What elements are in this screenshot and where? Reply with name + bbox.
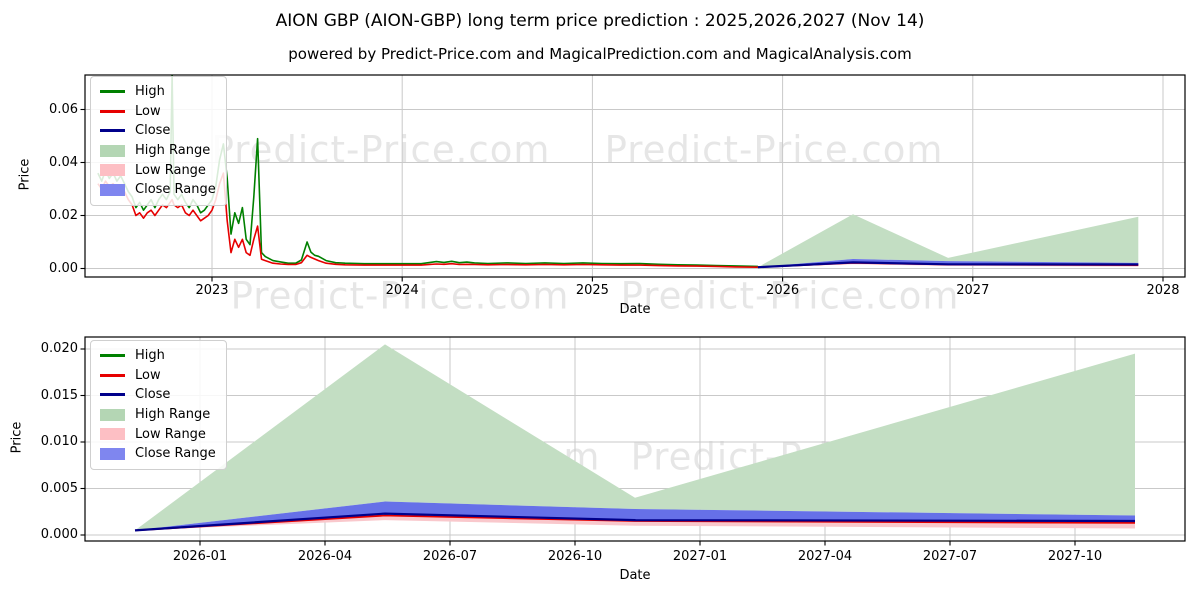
legend-label: High: [135, 348, 165, 364]
x-axis-label: Date: [619, 568, 651, 583]
legend-item-low-range: Low Range: [100, 160, 216, 180]
legend-label: Close Range: [135, 182, 216, 198]
legend-label: Low: [135, 103, 161, 119]
low-range-band: [135, 513, 1135, 531]
legend-label: High: [135, 84, 165, 100]
plot-border: [84, 336, 1186, 542]
y-tick-label: 0.020: [40, 341, 78, 356]
high-range-band: [757, 214, 1139, 268]
y-axis-label: Price: [9, 421, 25, 454]
plot-border: [84, 74, 1186, 278]
x-tick-label: 2027-04: [797, 549, 853, 564]
watermark-text: Predict-Price.com: [211, 128, 551, 172]
legend-item-high: High: [100, 346, 216, 366]
legend-label: Low Range: [135, 162, 206, 178]
y-tick-label: 0.015: [40, 387, 78, 403]
series-long-term-history-and-forecast: [97, 75, 1139, 269]
legend-item-high-range: High Range: [100, 405, 216, 425]
y-tick-label: 0.04: [49, 154, 78, 170]
x-tick-label: 2026: [766, 283, 800, 298]
legend-label: Close: [135, 123, 171, 139]
x-tick-label: 2023: [195, 283, 229, 298]
legend: High Low Close High Range Low Range Close Ran…: [90, 340, 227, 470]
x-tick-label: 2025: [575, 283, 609, 298]
legend-fill-swatch: [100, 408, 125, 421]
x-tick-label: 2026-04: [297, 549, 353, 564]
watermark-text: Predict-Price.com: [620, 274, 960, 318]
x-tick-label: 2028: [1146, 283, 1180, 298]
legend-item-low-range: Low Range: [100, 424, 216, 444]
legend-label: Low: [135, 367, 161, 383]
y-tick-label: 0.010: [40, 434, 78, 449]
watermark-text: Predict-Price.com: [604, 128, 944, 172]
legend-item-high-range: High Range: [100, 141, 216, 161]
close-range-band: [757, 259, 1139, 268]
x-tick-label: 2027-07: [922, 549, 978, 564]
legend-item-high: High: [100, 82, 216, 102]
legend-line-swatch: [100, 354, 125, 358]
legend-line-swatch: [100, 393, 125, 397]
x-tick-label: 2024: [385, 283, 419, 298]
series-forecast-detail: [134, 344, 1136, 532]
legend-fill-swatch: [100, 144, 125, 157]
x-tick-label: 2026-01: [172, 549, 228, 564]
x-tick-label: 2026-07: [422, 549, 478, 564]
legend-line-swatch: [100, 109, 125, 113]
close-line-forecast: [757, 261, 1139, 269]
legend-fill-swatch: [100, 183, 125, 196]
legend-item-close-range: Close Range: [100, 444, 216, 464]
legend-item-close: Close: [100, 121, 216, 141]
y-tick-label: 0.00: [49, 260, 78, 276]
chart-subtitle: powered by Predict-Price.com and Magical…: [288, 45, 912, 63]
legend: High Low Close High Range Low Range Close Ran…: [90, 76, 227, 206]
low-line-historical: [97, 172, 758, 268]
legend-item-close-range: Close Range: [100, 180, 216, 200]
close-range-band: [135, 501, 1135, 531]
legend-item-low: Low: [100, 102, 216, 122]
high-range-band: [135, 344, 1135, 531]
legend-item-low: Low: [100, 366, 216, 386]
close-line-forecast: [134, 512, 1136, 532]
legend-fill-swatch: [100, 164, 125, 177]
legend-fill-swatch: [100, 447, 125, 460]
legend-fill-swatch: [100, 428, 125, 441]
watermark-text: Predict-Price.com: [230, 274, 570, 318]
legend-label: Close Range: [135, 446, 216, 462]
chart-title: AION GBP (AION-GBP) long term price pred…: [275, 11, 925, 31]
legend-line-swatch: [100, 90, 125, 94]
x-tick-label: 2026-10: [547, 549, 603, 564]
legend-item-close: Close: [100, 385, 216, 405]
legend-label: High Range: [135, 143, 211, 159]
x-tick-label: 2027: [956, 283, 990, 298]
legend-label: High Range: [135, 407, 211, 423]
x-axis-label: Date: [619, 302, 651, 317]
legend-label: Low Range: [135, 426, 206, 442]
y-tick-label: 0.06: [49, 101, 78, 117]
y-axis-label: Price: [17, 158, 33, 191]
legend-line-swatch: [100, 129, 125, 133]
legend-line-swatch: [100, 373, 125, 377]
x-tick-label: 2027-01: [672, 549, 728, 564]
legend-label: Close: [135, 387, 171, 403]
y-tick-label: 0.000: [40, 527, 78, 542]
y-tick-label: 0.02: [49, 207, 78, 223]
x-tick-label: 2027-10: [1047, 549, 1103, 564]
y-tick-label: 0.005: [40, 480, 78, 496]
